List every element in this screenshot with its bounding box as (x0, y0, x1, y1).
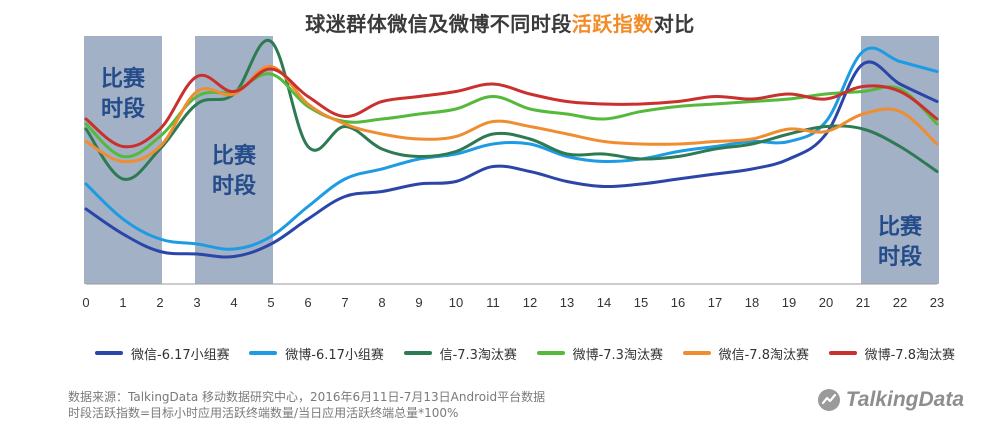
shaded-region-2 (861, 36, 939, 284)
x-tick-label-3: 3 (193, 295, 200, 310)
shaded-region-label-2-0: 比赛 (878, 214, 923, 240)
shaded-region-label-1-0: 比赛 (212, 143, 257, 169)
legend-swatch-5 (828, 351, 857, 355)
legend-label-5: 微博-7.8淘汰赛 (864, 347, 955, 363)
series-lines (84, 38, 939, 259)
x-tick-label-16: 16 (671, 295, 685, 310)
logo-text: TalkingData (845, 388, 964, 411)
x-tick-label-7: 7 (341, 295, 348, 310)
x-tick-label-10: 10 (449, 295, 463, 310)
chart-title: 球迷群体微信及微博不同时段活跃指数对比 (0, 8, 1000, 37)
x-tick-label-1: 1 (119, 295, 126, 310)
x-tick-label-5: 5 (267, 295, 274, 310)
series-line-0 (84, 60, 939, 259)
legend-swatch-3 (536, 351, 565, 355)
legend-label-0: 微信-6.17小组赛 (131, 347, 230, 363)
legend-swatch-2 (403, 351, 432, 355)
legend-item-5: 微博-7.8淘汰赛 (828, 344, 955, 363)
chart-title-highlight: 活跃指数 (571, 12, 654, 36)
x-tick-label-18: 18 (745, 295, 759, 310)
x-tick-label-8: 8 (378, 295, 385, 310)
legend-swatch-1 (249, 351, 278, 355)
shaded-region-label-0-1: 时段 (101, 96, 145, 122)
series-line-1 (84, 46, 939, 251)
data-source-note: 数据来源：TalkingData 移动数据研究中心，2016年6月11日-7月1… (68, 390, 546, 404)
footnotes: 数据来源：TalkingData 移动数据研究中心，2016年6月11日-7月1… (68, 389, 545, 421)
legend-item-1: 微博-6.17小组赛 (249, 344, 384, 363)
series-line-4 (84, 65, 939, 164)
x-tick-label-4: 4 (230, 295, 237, 310)
x-tick-label-12: 12 (523, 295, 537, 310)
x-tick-label-21: 21 (856, 295, 870, 310)
x-tick-label-20: 20 (819, 295, 833, 310)
legend-swatch-4 (682, 351, 711, 355)
x-tick-label-19: 19 (782, 295, 796, 310)
legend-swatch-0 (95, 351, 123, 355)
legend-label-4: 微信-7.8淘汰赛 (718, 347, 809, 363)
x-tick-label-2: 2 (156, 295, 163, 310)
x-axis-ticks: 0 1 2 3 4 5 6 7 8 9 10 11 12 13 14 15 16 17 18 19 20 21 22 23 (82, 295, 944, 310)
x-tick-label-17: 17 (708, 295, 722, 310)
shaded-region-label-2-1: 时段 (878, 244, 922, 270)
legend: 微信-6.17小组赛 微博-6.17小组赛 信-7.3淘汰赛 微博-7.3淘汰赛 微信-… (95, 343, 955, 363)
legend-label-2: 信-7.3淘汰赛 (439, 347, 517, 363)
x-tick-label-0: 0 (82, 295, 89, 310)
x-tick-label-6: 6 (304, 295, 311, 310)
x-tick-label-23: 23 (930, 295, 944, 310)
x-tick-label-14: 14 (597, 295, 611, 310)
x-tick-label-9: 9 (415, 295, 422, 310)
series-line-5 (84, 67, 939, 149)
index-definition-note: 时段活跃指数=目标小时应用活跃终端数量/当日应用活跃终端总量*100% (68, 406, 459, 420)
legend-item-4: 微信-7.8淘汰赛 (682, 344, 809, 363)
shaded-region-label-1-1: 时段 (212, 173, 256, 199)
talkingdata-logo: TalkingData (817, 388, 964, 412)
legend-item-3: 微博-7.3淘汰赛 (536, 344, 663, 363)
chart-title-prefix: 球迷群体微信及微博不同时段 (305, 12, 572, 36)
x-tick-label-22: 22 (893, 295, 907, 310)
legend-label-1: 微博-6.17小组赛 (285, 347, 384, 363)
talkingdata-logo-icon (817, 389, 840, 411)
x-tick-label-11: 11 (486, 295, 500, 310)
x-tick-label-13: 13 (560, 295, 574, 310)
legend-item-2: 信-7.3淘汰赛 (403, 344, 517, 363)
x-tick-label-15: 15 (634, 295, 648, 310)
legend-item-0: 微信-6.17小组赛 (95, 344, 230, 363)
shaded-region-label-0-0: 比赛 (101, 66, 146, 92)
legend-label-3: 微博-7.3淘汰赛 (572, 347, 663, 363)
shaded-regions (84, 36, 939, 284)
chart-title-suffix: 对比 (653, 12, 695, 36)
